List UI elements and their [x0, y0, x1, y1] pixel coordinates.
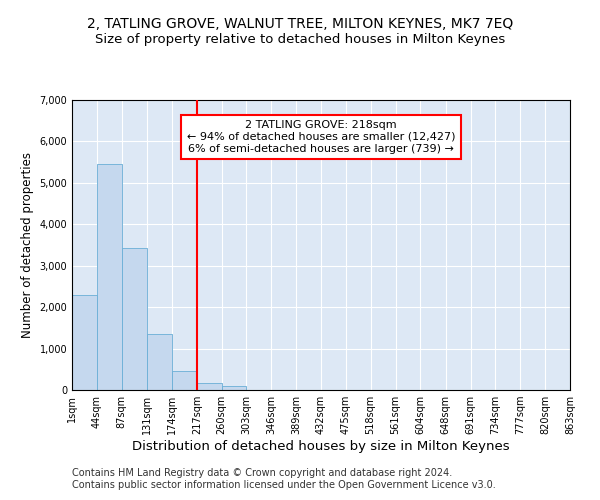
Text: 2, TATLING GROVE, WALNUT TREE, MILTON KEYNES, MK7 7EQ: 2, TATLING GROVE, WALNUT TREE, MILTON KE…: [87, 18, 513, 32]
Text: Contains HM Land Registry data © Crown copyright and database right 2024.
Contai: Contains HM Land Registry data © Crown c…: [72, 468, 496, 490]
Bar: [97, 164, 122, 390]
Bar: [221, 386, 247, 390]
X-axis label: Distribution of detached houses by size in Milton Keynes: Distribution of detached houses by size …: [132, 440, 510, 453]
Bar: [197, 383, 221, 390]
Bar: [72, 294, 97, 390]
Bar: [172, 372, 197, 390]
Text: 2 TATLING GROVE: 218sqm
← 94% of detached houses are smaller (12,427)
6% of semi: 2 TATLING GROVE: 218sqm ← 94% of detache…: [187, 120, 455, 154]
Text: Size of property relative to detached houses in Milton Keynes: Size of property relative to detached ho…: [95, 32, 505, 46]
Y-axis label: Number of detached properties: Number of detached properties: [21, 152, 34, 338]
Bar: [147, 334, 172, 390]
Bar: [122, 248, 147, 390]
